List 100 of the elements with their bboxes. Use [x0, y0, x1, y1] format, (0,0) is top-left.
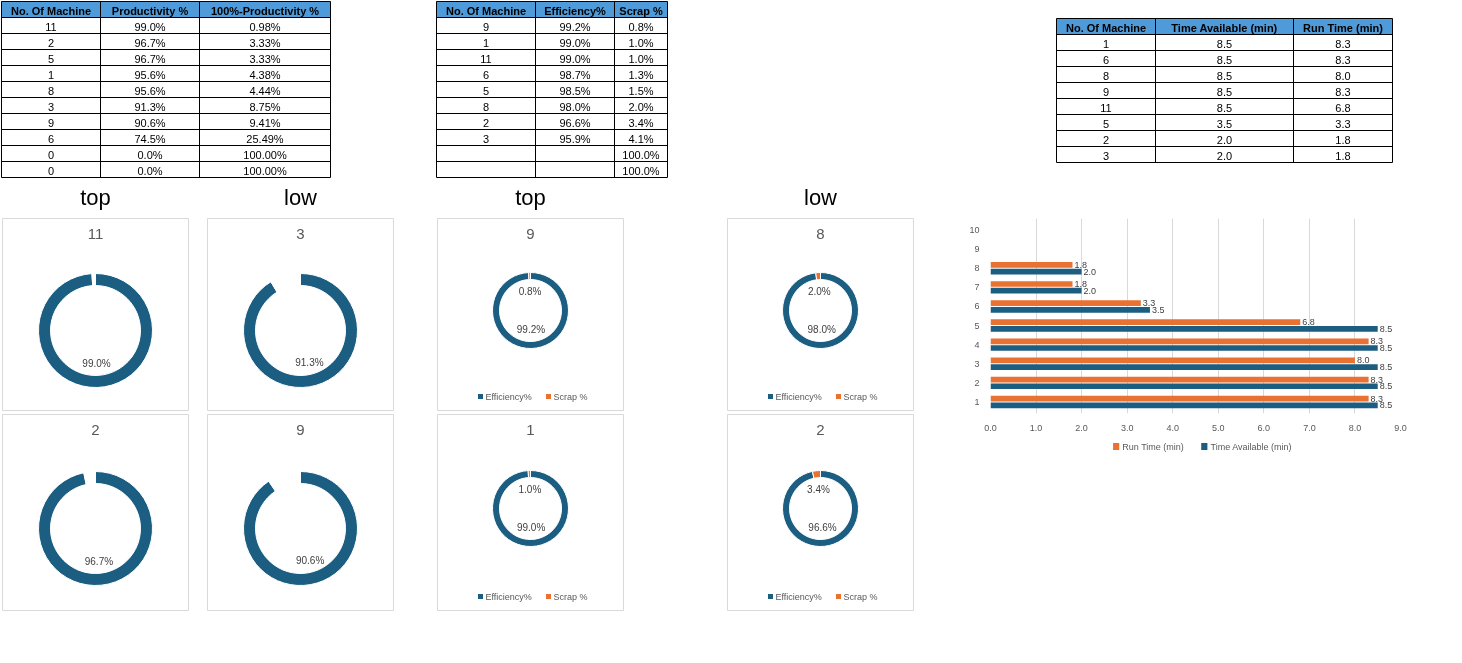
category-label: Productivity % — [111, 4, 189, 17]
text: 1 — [482, 36, 490, 49]
category-label: No. Of Machine — [10, 4, 92, 17]
text: 99.2% — [559, 20, 591, 33]
text: 2 — [482, 116, 490, 129]
y-tick-label: 4 — [974, 339, 980, 350]
text: 6.8 — [1335, 101, 1351, 114]
text: low — [283, 184, 318, 210]
bar — [990, 306, 1150, 313]
text: 96.7% — [134, 36, 166, 49]
legend-label: Run Time (min) — [1122, 441, 1184, 452]
category-label: No. Of Machine — [1065, 21, 1147, 34]
category-label: No. Of Machine — [445, 4, 527, 17]
x-tick-label: 9.0 — [1394, 422, 1407, 433]
text: 8.3 — [1335, 53, 1351, 66]
text: 8.3 — [1335, 37, 1351, 50]
legend-label: Scrap % — [553, 591, 588, 602]
legend-label: Scrap % — [843, 391, 878, 402]
text: 90.6% — [134, 116, 166, 129]
data-label: 0.8% — [518, 286, 542, 298]
y-tick-label: 10 — [969, 224, 980, 235]
category-label: Scrap % — [619, 4, 663, 17]
chart-title: 8 — [816, 224, 825, 242]
text: 5 — [1102, 117, 1110, 130]
category-label: Efficiency% — [544, 4, 607, 17]
legend-label: Efficiency% — [775, 391, 822, 402]
text: 0.98% — [249, 20, 281, 33]
text: 1 — [47, 68, 55, 81]
bar — [990, 287, 1082, 294]
text: 3.5 — [1216, 117, 1233, 130]
text: 100.00% — [243, 148, 287, 161]
text: 1.8 — [1335, 133, 1351, 146]
legend-label: Scrap % — [553, 391, 588, 402]
text: 3.33% — [249, 52, 281, 65]
text: 8.5 — [1216, 101, 1233, 114]
chart-title: 3 — [296, 224, 305, 242]
category-label: 9 — [1102, 85, 1110, 98]
data-label: 6.8 — [1302, 317, 1315, 328]
text: 1.5% — [628, 84, 654, 97]
y-tick-label: 7 — [974, 282, 980, 293]
text: 0.0% — [137, 164, 163, 177]
text: 11 — [480, 52, 492, 65]
text: 3 — [482, 132, 490, 145]
legend-label: Time Available (min) — [1210, 441, 1292, 452]
text: 0 — [47, 148, 55, 161]
data-label: 1.0% — [518, 484, 542, 496]
text: 1.3% — [628, 68, 654, 81]
text: 4.38% — [249, 68, 281, 81]
category-label: 1 — [1102, 37, 1110, 50]
bar — [990, 395, 1369, 402]
y-tick-label: 3 — [974, 358, 980, 369]
legend-label: Efficiency% — [485, 591, 532, 602]
chart-title: 2 — [91, 420, 100, 438]
text: 6 — [482, 68, 490, 81]
x-tick-label: 4.0 — [1166, 422, 1179, 433]
data-label: 2.0% — [807, 286, 831, 298]
text: 8.5 — [1216, 37, 1233, 50]
x-tick-label: 5.0 — [1212, 422, 1225, 433]
chart-title: 1 — [526, 420, 535, 438]
data-label: 3.4% — [807, 484, 830, 496]
text: 0.8% — [628, 20, 654, 33]
y-tick-label: 5 — [974, 320, 980, 331]
text: 95.6% — [134, 84, 166, 97]
data-label: 8.5 — [1379, 343, 1393, 354]
text: 2.0 — [1216, 133, 1233, 146]
text: 8.5 — [1216, 53, 1233, 66]
text: 0.0% — [137, 148, 163, 161]
text: 25.49% — [246, 132, 284, 145]
y-tick-label: 2 — [974, 377, 980, 388]
text: 100.0% — [622, 148, 660, 161]
data-label: 99.0% — [516, 521, 546, 533]
x-tick-label: 7.0 — [1303, 422, 1316, 433]
x-tick-label: 2.0 — [1075, 422, 1088, 433]
text: 91.3% — [134, 100, 166, 113]
category-label: Run Time (min) — [1303, 21, 1384, 34]
text: 9.41% — [249, 116, 281, 129]
text: 99.0% — [559, 36, 591, 49]
text: top — [515, 184, 546, 210]
legend-label: Efficiency% — [485, 391, 532, 402]
bar — [990, 319, 1301, 326]
data-label: 91.3% — [295, 356, 324, 368]
text: 0 — [47, 164, 55, 177]
text: 5 — [47, 52, 55, 65]
text: 8.0 — [1335, 69, 1351, 82]
text: 1.0% — [628, 52, 654, 65]
text: 1.0% — [628, 36, 654, 49]
chart-title: 11 — [1100, 101, 1112, 114]
text: 3 — [47, 100, 55, 113]
legend-label: Efficiency% — [775, 591, 822, 602]
text: 8 — [482, 100, 490, 113]
bar — [990, 338, 1369, 345]
category-label: 100%-Productivity % — [210, 4, 320, 17]
text: 5 — [482, 84, 490, 97]
data-label: 8.0 — [1356, 355, 1370, 366]
x-tick-label: 3.0 — [1120, 422, 1134, 433]
text: 6 — [1102, 53, 1110, 66]
data-label: 1.8 — [1074, 259, 1088, 270]
text: 8 — [47, 84, 55, 97]
text: low — [803, 184, 838, 210]
text: 8.5 — [1216, 85, 1233, 98]
